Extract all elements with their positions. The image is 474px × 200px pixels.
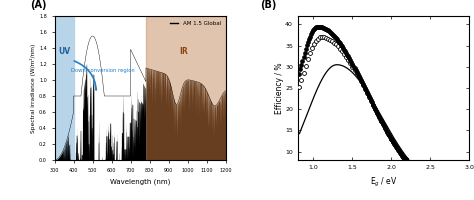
Text: Down-conversion region: Down-conversion region bbox=[71, 68, 135, 73]
X-axis label: E$_g$ / eV: E$_g$ / eV bbox=[370, 175, 398, 189]
Bar bbox=[146, 16, 226, 160]
Text: IR: IR bbox=[180, 47, 188, 56]
X-axis label: Wavelength (nm): Wavelength (nm) bbox=[110, 178, 170, 185]
Y-axis label: Spectral irradiance (W/m²/nm): Spectral irradiance (W/m²/nm) bbox=[30, 43, 36, 133]
Y-axis label: Efficiency / %: Efficiency / % bbox=[275, 62, 284, 114]
Text: UV: UV bbox=[58, 47, 70, 56]
Legend: AM 1.5 Global: AM 1.5 Global bbox=[168, 19, 223, 28]
Text: (B): (B) bbox=[260, 0, 276, 10]
Bar bbox=[55, 16, 73, 160]
Text: (A): (A) bbox=[30, 0, 47, 10]
